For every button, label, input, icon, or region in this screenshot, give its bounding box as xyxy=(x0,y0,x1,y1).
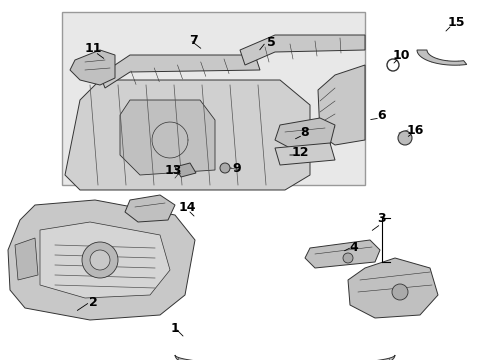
Polygon shape xyxy=(65,80,309,190)
Polygon shape xyxy=(347,258,437,318)
Polygon shape xyxy=(317,65,364,145)
Text: 14: 14 xyxy=(178,201,195,213)
Polygon shape xyxy=(100,55,260,88)
Text: 5: 5 xyxy=(266,36,275,49)
Text: 1: 1 xyxy=(170,321,179,334)
Circle shape xyxy=(220,163,229,173)
Polygon shape xyxy=(416,50,466,65)
Polygon shape xyxy=(274,118,334,148)
Text: 12: 12 xyxy=(291,145,308,158)
Polygon shape xyxy=(70,50,115,85)
Polygon shape xyxy=(125,195,175,222)
Bar xyxy=(62,12,364,185)
Polygon shape xyxy=(274,143,334,165)
Polygon shape xyxy=(120,100,215,175)
Polygon shape xyxy=(175,163,196,177)
Circle shape xyxy=(397,131,411,145)
Polygon shape xyxy=(15,238,38,280)
Text: 7: 7 xyxy=(188,33,197,46)
Text: 2: 2 xyxy=(88,296,97,309)
Polygon shape xyxy=(240,35,364,65)
Polygon shape xyxy=(305,240,379,268)
Text: 8: 8 xyxy=(300,126,309,139)
Text: 16: 16 xyxy=(406,123,423,136)
Circle shape xyxy=(342,253,352,263)
Text: 3: 3 xyxy=(376,212,385,225)
Text: 9: 9 xyxy=(232,162,241,175)
Text: 15: 15 xyxy=(447,15,464,28)
Text: 4: 4 xyxy=(349,240,358,253)
Text: 11: 11 xyxy=(84,41,102,54)
Circle shape xyxy=(82,242,118,278)
Text: 13: 13 xyxy=(164,163,182,176)
Polygon shape xyxy=(175,355,394,360)
Polygon shape xyxy=(8,200,195,320)
Circle shape xyxy=(90,250,110,270)
Polygon shape xyxy=(40,222,170,298)
Text: 10: 10 xyxy=(391,49,409,62)
Text: 6: 6 xyxy=(377,108,386,122)
Circle shape xyxy=(391,284,407,300)
